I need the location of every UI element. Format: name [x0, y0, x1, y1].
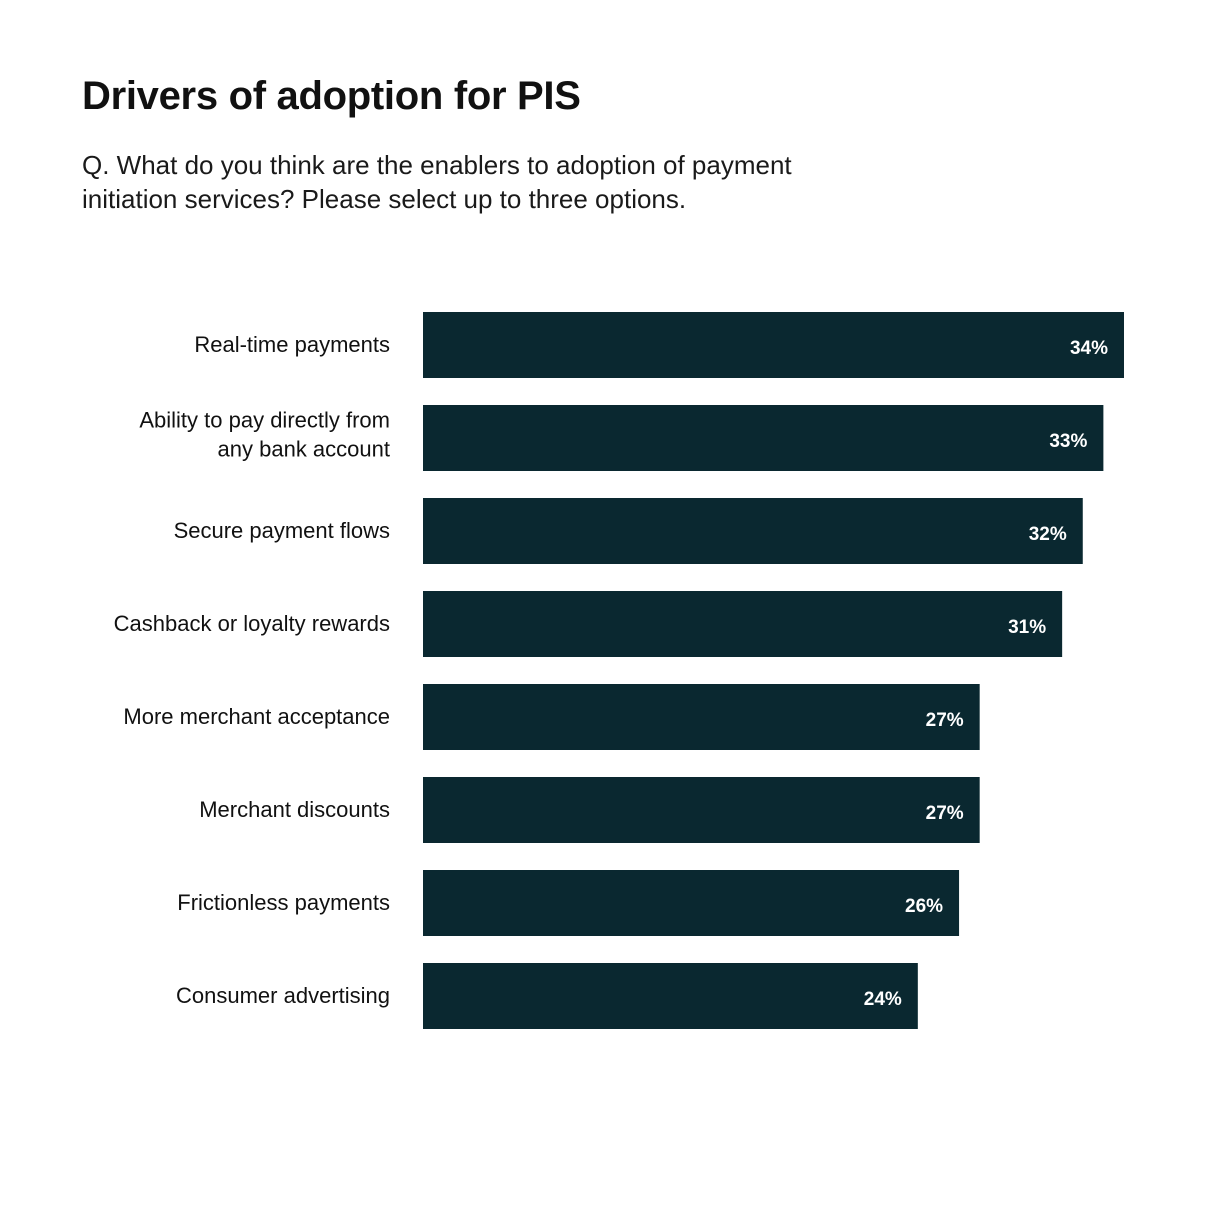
value-label-4: 27% [926, 710, 964, 731]
category-label-5: Merchant discounts [199, 797, 390, 822]
category-label-4: More merchant acceptance [123, 704, 390, 729]
value-label-3: 31% [1008, 617, 1046, 638]
value-label-2: 32% [1029, 524, 1067, 545]
category-label-6: Frictionless payments [177, 890, 390, 915]
value-label-6: 26% [905, 896, 943, 917]
category-label-2: Secure payment flows [174, 518, 390, 543]
category-label-7: Consumer advertising [176, 983, 390, 1008]
value-label-7: 24% [864, 989, 902, 1010]
chart-subtitle: Q. What do you think are the enablers to… [82, 150, 792, 214]
bar-0 [423, 312, 1124, 378]
bar-7 [423, 963, 918, 1029]
chart-title: Drivers of adoption for PIS [82, 74, 581, 118]
bar-2 [423, 498, 1083, 564]
bar-6 [423, 870, 960, 936]
category-label-0: Real-time payments [194, 332, 390, 357]
bar-1 [423, 405, 1104, 471]
bar-3 [423, 591, 1063, 657]
bar-5 [423, 777, 980, 843]
category-label-3: Cashback or loyalty rewards [114, 611, 390, 636]
value-label-1: 33% [1049, 431, 1087, 452]
bar-4 [423, 684, 980, 750]
value-label-0: 34% [1070, 338, 1108, 359]
value-label-5: 27% [926, 803, 964, 824]
category-label-1: Ability to pay directly from any bank acc… [139, 408, 390, 462]
